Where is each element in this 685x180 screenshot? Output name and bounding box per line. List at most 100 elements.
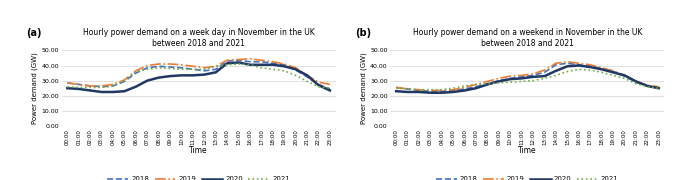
2018 [132,72,140,74]
2019 [280,63,288,65]
2018 [415,89,423,92]
Line: 2019: 2019 [396,62,659,91]
2019 [472,83,480,86]
2021 [632,83,640,85]
2021 [258,67,266,69]
2020 [75,88,83,90]
2019 [109,83,117,86]
2021 [292,74,300,76]
2020 [426,92,434,94]
2018 [223,60,232,62]
2021 [575,68,583,70]
2019 [495,77,503,79]
2018 [426,90,434,92]
2019 [552,62,560,64]
2018 [200,70,208,72]
2020 [449,91,458,93]
2021 [597,71,606,73]
Line: 2018: 2018 [396,63,659,91]
2019 [632,80,640,82]
2019 [586,64,595,66]
2018 [472,86,480,88]
Title: Hourly power demand on a week day in November in the UK
between 2018 and 2021: Hourly power demand on a week day in Nov… [83,28,314,48]
Line: 2020: 2020 [396,66,659,93]
2020 [109,91,117,93]
2020 [415,91,423,93]
2018 [597,68,606,70]
2021 [563,71,571,73]
2020 [166,75,174,77]
2018 [655,86,663,89]
2018 [303,76,311,78]
2020 [597,68,606,70]
2021 [643,86,651,88]
2018 [506,77,514,79]
2018 [212,68,220,70]
2020 [621,74,629,76]
2019 [609,70,617,72]
2021 [403,88,412,90]
2020 [269,64,277,66]
2021 [246,64,254,66]
2020 [143,80,151,82]
2019 [143,64,151,67]
2018 [495,80,503,82]
2021 [529,80,537,82]
2019 [97,85,105,87]
2021 [166,68,174,70]
2020 [392,90,400,92]
Y-axis label: Power demand (GW): Power demand (GW) [361,52,367,124]
2021 [143,68,151,70]
2020 [86,89,95,92]
2019 [597,67,606,69]
2018 [392,86,400,89]
2020 [280,65,288,67]
2019 [269,61,277,63]
2018 [269,62,277,64]
2018 [234,59,242,61]
2019 [403,88,412,90]
2018 [403,88,412,90]
2018 [552,64,560,66]
2018 [121,80,129,82]
2018 [189,68,197,70]
2019 [212,65,220,67]
2021 [280,70,288,72]
2019 [506,75,514,77]
2020 [484,83,492,86]
2019 [621,74,629,76]
2021 [449,87,458,89]
2021 [234,63,242,65]
2019 [86,85,95,87]
2020 [643,85,651,87]
2018 [449,89,458,92]
2020 [326,89,334,92]
2018 [632,81,640,83]
2020 [529,76,537,78]
2019 [449,89,458,91]
2021 [75,86,83,89]
2019 [234,58,242,60]
2020 [121,90,129,92]
2018 [166,66,174,68]
2020 [575,64,583,67]
2019 [392,86,400,89]
2020 [609,71,617,73]
2018 [97,86,105,88]
2019 [121,79,129,81]
2021 [506,81,514,83]
2020 [132,86,140,88]
2020 [200,73,208,76]
2020 [97,91,105,93]
2021 [314,86,323,88]
Title: Hourly power demand on a weekend in November in the UK
between 2018 and 2021: Hourly power demand on a weekend in Nove… [413,28,642,48]
2020 [403,91,412,93]
2018 [609,71,617,73]
X-axis label: Time: Time [518,146,537,155]
2021 [495,82,503,84]
2018 [621,75,629,77]
2018 [143,67,151,69]
2021 [200,68,208,70]
2019 [166,63,174,65]
2018 [540,71,549,73]
